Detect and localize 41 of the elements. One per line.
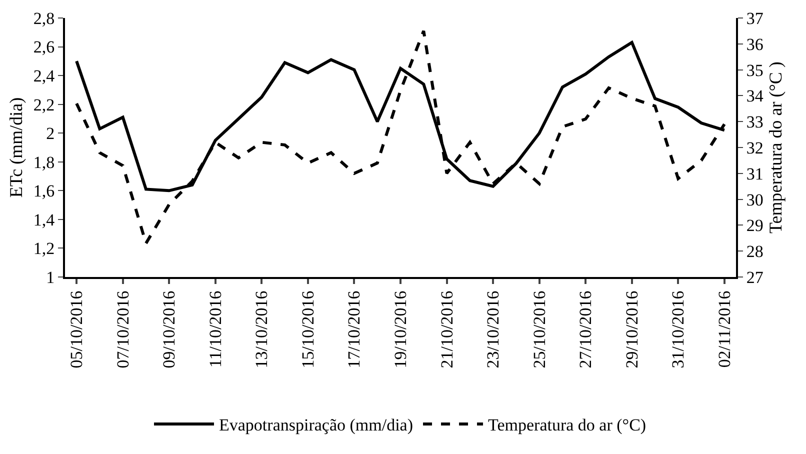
x-tick-label: 21/10/2016 xyxy=(437,290,456,368)
x-tick-label: 09/10/2016 xyxy=(160,290,179,368)
y2-tick-label: 27 xyxy=(746,268,764,287)
x-tick-label: 29/10/2016 xyxy=(622,290,642,368)
y-tick-label: 1,2 xyxy=(33,239,55,258)
y2-axis-title: Temperatura do ar (°C ) xyxy=(766,62,786,234)
y2-tick-label: 30 xyxy=(746,190,764,210)
x-tick-label: 25/10/2016 xyxy=(530,290,549,368)
x-tick-label: 17/10/2016 xyxy=(344,290,364,368)
y2-tick-label: 28 xyxy=(746,242,764,262)
y2-tick-label: 35 xyxy=(746,60,764,80)
y-axis-title: ETc (mm/dia) xyxy=(6,97,26,198)
y2-tick-label: 31 xyxy=(746,164,764,184)
x-tick-label: 11/10/2016 xyxy=(206,290,225,368)
y-tick-label: 1,8 xyxy=(33,152,55,172)
y2-tick-label: 29 xyxy=(746,216,764,236)
y-tick-label: 1,6 xyxy=(33,182,55,201)
line-series xyxy=(75,29,726,245)
y-tick-label: 2,4 xyxy=(33,66,56,86)
y-tick-label: 1 xyxy=(46,268,55,287)
y-tick-label: 2 xyxy=(46,124,55,144)
y-tick-label: 2,6 xyxy=(33,38,55,57)
y2-tick-label: 34 xyxy=(746,86,764,106)
x-tick-label: 05/10/2016 xyxy=(67,290,86,368)
y-tick-label: 2,8 xyxy=(33,8,55,28)
y2-tick-label: 37 xyxy=(746,8,764,28)
y2-tick-label: 32 xyxy=(746,138,764,158)
y2-tick-label: 33 xyxy=(746,112,764,132)
x-tick-label: 23/10/2016 xyxy=(484,290,503,368)
x-tick-label: 02/11/2016 xyxy=(714,290,734,368)
y-tick-label: 2,2 xyxy=(33,95,55,114)
y-tick-label: 1,4 xyxy=(33,210,56,230)
legend-label: Temperatura do ar (°C) xyxy=(488,416,646,435)
x-tick-label: 15/10/2016 xyxy=(298,290,318,368)
x-tick-label: 31/10/2016 xyxy=(668,290,688,368)
x-tick-label: 19/10/2016 xyxy=(391,290,410,368)
y2-tick-label: 36 xyxy=(746,34,764,54)
x-tick-label: 27/10/2016 xyxy=(576,290,596,368)
x-tick-label: 07/10/2016 xyxy=(113,290,132,368)
legend-label: Evapotranspiração (mm/dia) xyxy=(219,416,414,435)
x-tick-label: 13/10/2016 xyxy=(252,290,272,368)
